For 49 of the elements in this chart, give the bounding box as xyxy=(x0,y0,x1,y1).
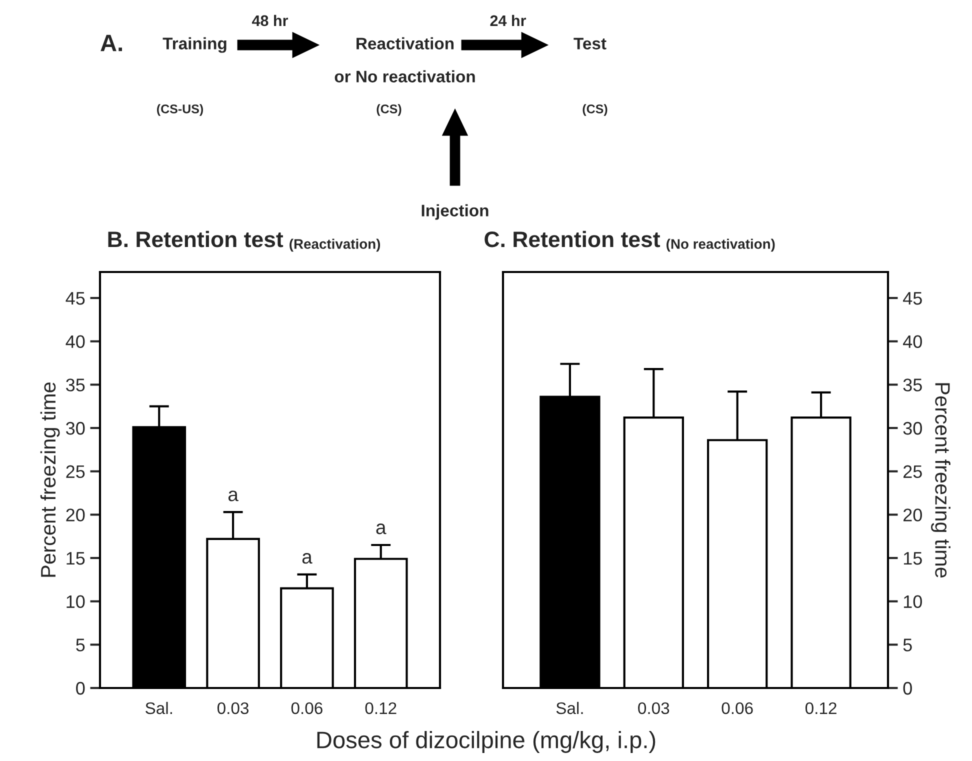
text: (CS) xyxy=(582,104,608,116)
y-tick-label: 30 xyxy=(903,422,922,435)
x-tick-label: 0.06 xyxy=(722,702,753,714)
x-tick-label: 0.06 xyxy=(291,702,322,714)
annotation: a xyxy=(376,524,386,534)
y-tick-label: 0 xyxy=(903,682,912,695)
text: 48 hr xyxy=(252,14,288,26)
y-tick-label: 25 xyxy=(903,465,922,478)
text: Injection xyxy=(422,204,488,220)
chart-subtitle: (No reactivation) xyxy=(666,238,775,252)
y-tick-label: 10 xyxy=(904,595,922,608)
y-axis-title: Percent freezing time xyxy=(931,383,950,578)
y-tick-label: 20 xyxy=(66,508,85,522)
chart-title: C. Retention test xyxy=(484,230,660,248)
y-tick-label: 40 xyxy=(66,335,85,348)
y-axis-title: Percent freezing time xyxy=(40,382,60,577)
text: (CS-US) xyxy=(157,104,203,116)
chart-title: B. Retention test xyxy=(108,230,284,248)
y-tick-label: 5 xyxy=(903,638,912,652)
y-tick-label: 10 xyxy=(66,595,85,608)
x-axis-title: Doses of dizocilpine (mg/kg, i.p.) xyxy=(317,730,656,753)
y-tick-label: 15 xyxy=(66,552,85,565)
y-tick-label: 20 xyxy=(903,508,922,522)
y-tick-label: 40 xyxy=(903,335,922,348)
annotation: a xyxy=(302,553,312,564)
y-tick-label: 30 xyxy=(66,422,85,435)
x-tick-label: 0.03 xyxy=(217,702,249,714)
y-tick-label: 15 xyxy=(904,552,922,565)
text: 24 hr xyxy=(490,14,526,26)
x-tick-label: Sal. xyxy=(556,702,583,714)
text: Test xyxy=(574,38,606,50)
chart-subtitle: (Reactivation) xyxy=(290,238,380,252)
y-tick-label: 35 xyxy=(66,378,85,392)
x-tick-label: 0.12 xyxy=(365,702,396,714)
annotation: a xyxy=(228,490,238,502)
x-tick-label: 0.12 xyxy=(805,702,836,714)
x-tick-label: Sal. xyxy=(146,702,172,714)
text: or No reactivation xyxy=(334,70,475,82)
y-tick-label: 5 xyxy=(76,638,85,652)
y-tick-label: 0 xyxy=(76,682,85,695)
text: A. xyxy=(100,34,122,52)
y-tick-label: 25 xyxy=(66,465,85,478)
text: (CS) xyxy=(376,104,402,116)
text: Reactivation xyxy=(356,37,454,50)
text: Training xyxy=(162,37,226,53)
x-tick-label: 0.03 xyxy=(638,702,670,714)
y-tick-label: 45 xyxy=(66,292,85,305)
y-tick-label: 35 xyxy=(903,378,922,392)
y-tick-label: 45 xyxy=(903,292,922,305)
